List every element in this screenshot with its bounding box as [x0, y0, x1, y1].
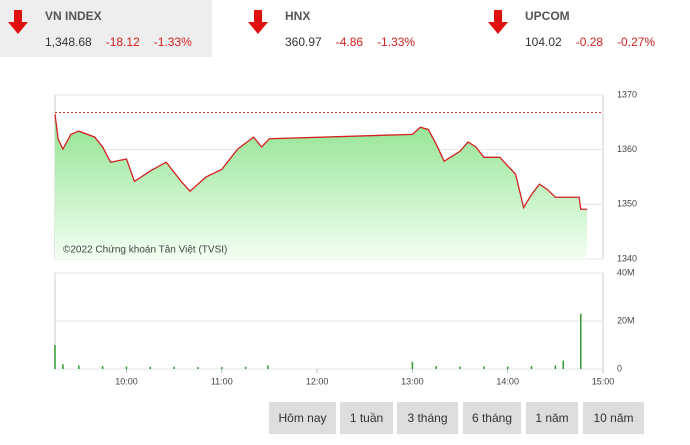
copyright: ©2022 Chứng khoán Tân Việt (TVSI) — [63, 245, 227, 256]
down-arrow — [8, 10, 28, 34]
y-tick-label: 40M — [617, 267, 635, 277]
index-values: 1,348.68 -18.12 -1.33% — [45, 35, 206, 49]
volume-bar — [149, 366, 152, 369]
y-tick-label: 1350 — [617, 199, 637, 209]
y-tick-label: 0 — [617, 363, 622, 373]
index-name: UPCOM — [525, 9, 570, 23]
index-change: -18.12 — [105, 35, 140, 49]
y-tick-label: 1360 — [617, 144, 637, 154]
index-percent: -0.27% — [617, 35, 656, 49]
volume-bar — [54, 345, 56, 369]
volume-bar — [435, 366, 437, 369]
price-line — [54, 114, 588, 210]
range-button[interactable]: 10 năm — [583, 402, 644, 434]
y-tick-label: 20M — [617, 315, 635, 325]
volume-bar — [411, 361, 414, 369]
volume-bar — [62, 364, 64, 369]
index-tab[interactable]: HNX 360.97 -4.86 -1.33% — [240, 0, 452, 57]
index-percent: -1.33% — [377, 35, 416, 49]
x-tick-label: 11:00 — [211, 376, 233, 386]
volume-bar — [530, 366, 533, 369]
volume-bar — [125, 366, 128, 369]
volume-bar — [197, 367, 199, 369]
range-button[interactable]: 1 năm — [526, 402, 578, 434]
index-value: 360.97 — [285, 35, 322, 49]
volume-bar — [562, 360, 565, 369]
range-button[interactable]: 1 tuần — [340, 402, 393, 434]
x-tick-label: 12:00 — [306, 376, 329, 386]
volume-bar — [244, 366, 247, 369]
volume-bar — [554, 365, 557, 369]
volume-bar — [101, 366, 104, 369]
range-button[interactable]: 3 tháng — [397, 402, 458, 434]
index-change: -4.86 — [335, 35, 364, 49]
index-values: 360.97 -4.86 -1.33% — [285, 35, 429, 49]
volume-bar — [580, 313, 582, 369]
down-arrow — [488, 10, 508, 34]
x-tick-label: 15:00 — [592, 376, 615, 386]
volume-bar — [78, 365, 80, 369]
volume-bar — [267, 365, 269, 369]
range-button[interactable]: 6 tháng — [463, 402, 521, 434]
index-values: 104.02 -0.28 -0.27% — [525, 35, 669, 49]
index-tab[interactable]: UPCOM 104.02 -0.28 -0.27% — [480, 0, 690, 57]
volume-bar — [459, 366, 461, 369]
volume-bar — [173, 366, 175, 369]
index-tab[interactable]: VN INDEX 1,348.68 -18.12 -1.33% — [0, 0, 212, 57]
volume-bar — [221, 367, 223, 369]
index-name: HNX — [285, 9, 311, 23]
volume-bar — [483, 366, 485, 369]
chart: 1340 1350 1360 1370 ©2022 Chứng khoán Tân Vi… — [54, 89, 637, 386]
index-change: -0.28 — [575, 35, 604, 49]
y-tick-label: 1340 — [617, 253, 637, 263]
range-button[interactable]: Hôm nay — [269, 402, 336, 434]
volume-bar — [506, 366, 509, 369]
down-arrow — [248, 10, 268, 34]
x-tick-label: 10:00 — [115, 376, 138, 386]
x-tick-label: 14:00 — [496, 376, 519, 386]
index-percent: -1.33% — [153, 35, 192, 49]
price-area — [55, 114, 588, 259]
x-tick-label: 13:00 — [401, 376, 424, 386]
index-value: 104.02 — [525, 35, 562, 49]
index-value: 1,348.68 — [45, 35, 92, 49]
y-tick-label: 1370 — [617, 89, 637, 99]
index-name: VN INDEX — [45, 9, 102, 23]
